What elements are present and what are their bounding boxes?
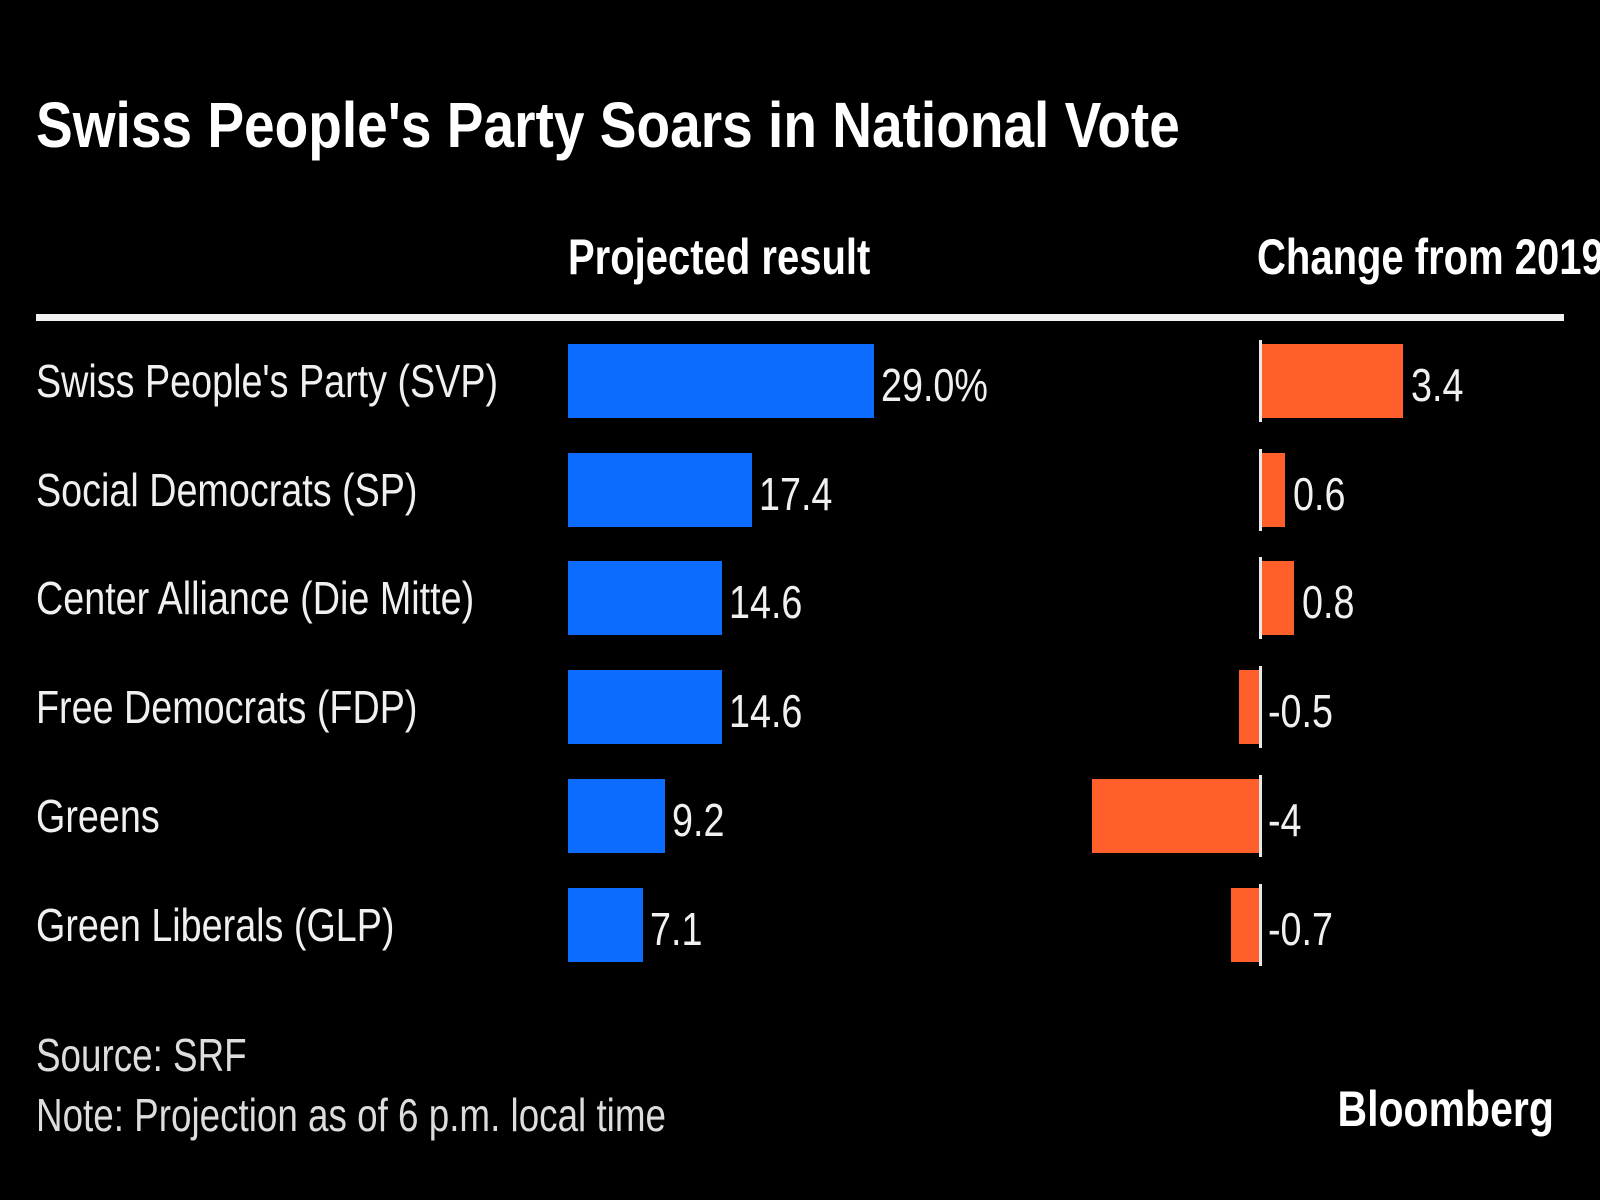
source-note: Source: SRF — [36, 1029, 247, 1081]
projected-bar — [568, 561, 723, 636]
bloomberg-logo: Bloomberg — [1337, 1081, 1554, 1137]
change-value-label: -4 — [1268, 793, 1302, 846]
zero-line — [1259, 883, 1262, 966]
chart-title: Swiss People's Party Soars in National V… — [36, 89, 1180, 161]
change-value-label: -0.5 — [1268, 685, 1333, 738]
projected-value-label: 14.6 — [729, 576, 803, 629]
category-label: Green Liberals (GLP) — [36, 898, 395, 951]
change-value-label: -0.7 — [1268, 902, 1333, 955]
projected-bar — [568, 670, 723, 745]
zero-line — [1259, 557, 1262, 640]
category-label: Swiss People's Party (SVP) — [36, 355, 499, 407]
header-rule — [36, 314, 1564, 321]
zero-line — [1259, 774, 1262, 857]
projected-bar — [568, 778, 666, 853]
change-bar — [1239, 670, 1260, 745]
zero-line — [1259, 340, 1262, 422]
projected-bar — [568, 452, 752, 527]
category-label: Free Democrats (FDP) — [36, 681, 418, 734]
category-label: Center Alliance (Die Mitte) — [36, 572, 475, 625]
projected-bar — [568, 344, 874, 418]
change-value-label: 0.6 — [1293, 467, 1346, 520]
change-bar — [1260, 344, 1403, 418]
projected-value-label: 9.2 — [672, 793, 725, 846]
change-bar — [1092, 778, 1260, 853]
category-label: Social Democrats (SP) — [36, 463, 418, 516]
change-bar — [1260, 561, 1294, 636]
category-label: Greens — [36, 789, 160, 842]
change-value-label: 0.8 — [1301, 576, 1355, 629]
projected-value-label: 14.6 — [729, 685, 803, 738]
projected-value-label: 7.1 — [649, 902, 703, 955]
projected-bar — [568, 887, 643, 962]
header-projected-result: Projected result — [568, 229, 871, 285]
change-bar — [1230, 887, 1260, 962]
zero-line — [1259, 448, 1262, 531]
projected-value-label: 17.4 — [758, 467, 832, 520]
change-bar — [1260, 452, 1286, 527]
projection-note: Note: Projection as of 6 p.m. local time — [36, 1089, 666, 1141]
projected-value-label: 29.0% — [880, 359, 988, 411]
zero-line — [1259, 666, 1262, 749]
header-change-from-2019: Change from 2019 — [1257, 229, 1600, 285]
change-value-label: 3.4 — [1410, 359, 1464, 411]
